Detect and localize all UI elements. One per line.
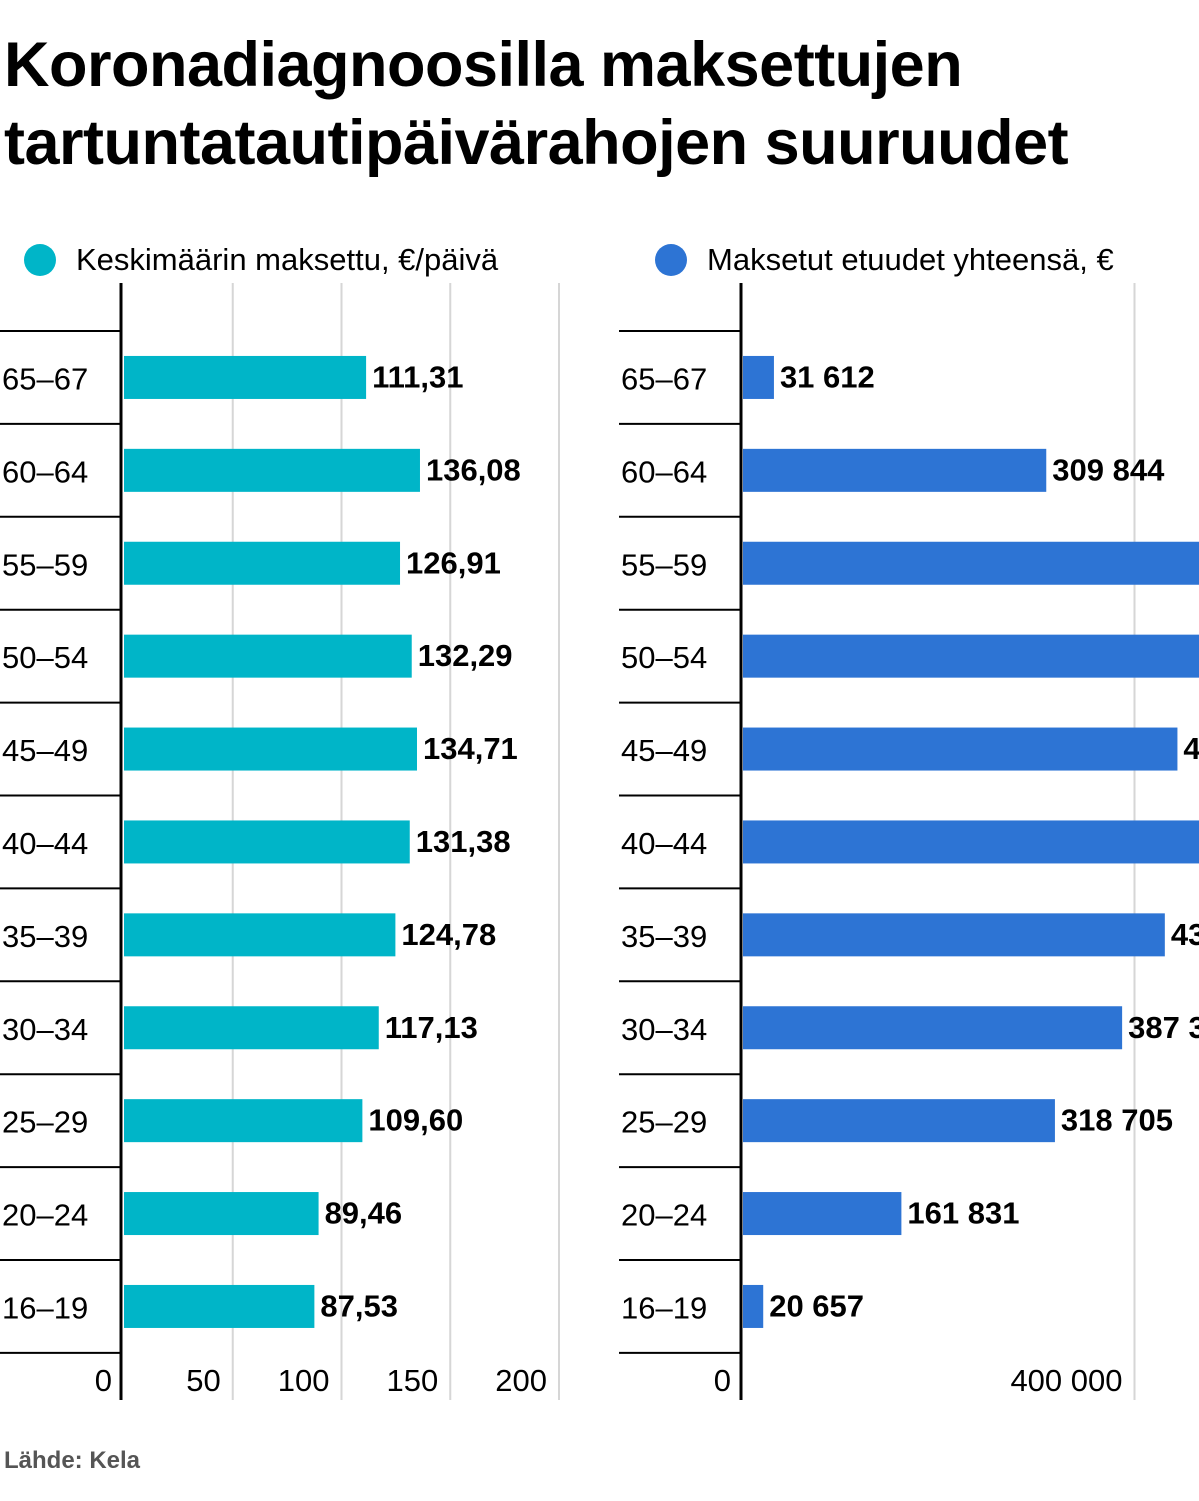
category-label: 55–59 — [2, 547, 88, 582]
value-label: 161 831 — [907, 1196, 1019, 1231]
tick-label: 0 — [95, 1363, 112, 1398]
tick-label: 0 — [714, 1363, 731, 1398]
value-label: 131,38 — [416, 824, 511, 859]
bar — [124, 1006, 379, 1050]
bar — [743, 355, 774, 399]
bar — [124, 913, 396, 957]
category-label: 35–39 — [621, 919, 707, 954]
chart-title: Koronadiagnoosilla maksettujen tartuntat… — [4, 26, 1194, 182]
bar — [743, 1099, 1055, 1143]
bar — [743, 1284, 764, 1328]
bar — [124, 355, 367, 399]
bar — [124, 1192, 319, 1236]
bar — [124, 727, 417, 771]
category-label: 50–54 — [621, 640, 707, 675]
legend-total-paid: Maksetut etuudet yhteensä, € — [655, 236, 1114, 284]
bar — [124, 820, 410, 864]
legend-average-per-day: Keskimäärin maksettu, €/päivä — [24, 236, 498, 284]
category-label: 35–39 — [2, 919, 88, 954]
bar — [743, 634, 1199, 678]
tick-label: 50 — [186, 1363, 220, 1398]
source-note: Lähde: Kela — [4, 1447, 141, 1474]
value-label: 89,46 — [325, 1196, 403, 1231]
value-label: 117,13 — [385, 1010, 478, 1045]
value-label: 309 844 — [1052, 452, 1165, 487]
legend-label: Maksetut etuudet yhteensä, € — [707, 242, 1114, 277]
bar — [124, 634, 412, 678]
category-label: 55–59 — [621, 547, 707, 582]
bar — [743, 541, 1199, 585]
bar — [743, 913, 1165, 957]
category-label: 40–44 — [621, 826, 707, 861]
category-label: 40–44 — [2, 826, 88, 861]
value-label: 318 705 — [1061, 1103, 1173, 1138]
bar — [743, 727, 1178, 771]
category-label: 60–64 — [621, 454, 707, 489]
category-label: 45–49 — [621, 733, 707, 768]
legend-label: Keskimäärin maksettu, €/päivä — [76, 242, 499, 277]
category-label: 16–19 — [621, 1290, 707, 1325]
tick-label: 200 — [495, 1363, 547, 1398]
bar — [743, 448, 1047, 492]
bar — [124, 1099, 363, 1143]
value-label: 443 868 — [1183, 731, 1199, 766]
value-label: 31 612 — [780, 359, 875, 394]
title-line-1: Koronadiagnoosilla maksettujen — [4, 30, 963, 100]
legend-dot-icon — [24, 244, 56, 276]
value-label: 132,29 — [418, 638, 513, 673]
bar — [124, 1284, 315, 1328]
category-label: 25–29 — [2, 1105, 88, 1140]
value-label: 430 991 — [1171, 917, 1199, 952]
bar — [124, 448, 420, 492]
tick-label: 100 — [278, 1363, 330, 1398]
value-label: 87,53 — [320, 1288, 398, 1323]
category-label: 30–34 — [2, 1012, 88, 1047]
category-label: 25–29 — [621, 1105, 707, 1140]
title-line-2: tartuntatautipäivärahojen suuruudet — [4, 108, 1069, 178]
category-label: 20–24 — [2, 1198, 88, 1233]
category-label: 30–34 — [621, 1012, 707, 1047]
category-label: 60–64 — [2, 454, 88, 489]
tick-label: 400 000 — [1010, 1363, 1122, 1398]
value-label: 387 357 — [1128, 1010, 1199, 1045]
value-label: 134,71 — [423, 731, 518, 766]
category-label: 16–19 — [2, 1290, 88, 1325]
value-label: 111,31 — [372, 359, 463, 394]
value-label: 20 657 — [769, 1288, 864, 1323]
category-label: 50–54 — [2, 640, 88, 675]
category-label: 65–67 — [2, 361, 88, 396]
value-label: 109,60 — [368, 1103, 463, 1138]
bar — [743, 1006, 1123, 1050]
legend-dot-icon — [655, 244, 687, 276]
bar — [743, 820, 1199, 864]
value-label: 124,78 — [401, 917, 496, 952]
tick-label: 150 — [387, 1363, 439, 1398]
bar — [743, 1192, 902, 1236]
value-label: 136,08 — [426, 452, 521, 487]
bar — [124, 541, 401, 585]
category-label: 45–49 — [2, 733, 88, 768]
category-label: 65–67 — [621, 361, 707, 396]
category-label: 20–24 — [621, 1198, 707, 1233]
value-label: 126,91 — [406, 545, 501, 580]
